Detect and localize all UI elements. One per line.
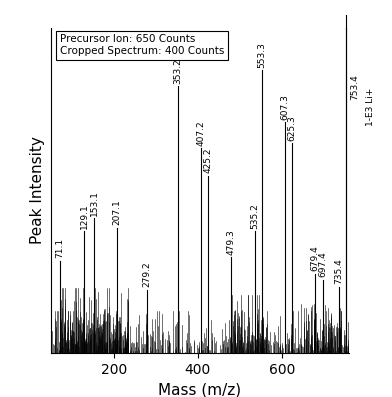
Text: 679.4: 679.4 (310, 245, 319, 271)
Text: 697.4: 697.4 (318, 252, 327, 278)
Text: 207.1: 207.1 (113, 200, 122, 225)
Text: 535.2: 535.2 (250, 203, 259, 229)
Text: 129.1: 129.1 (80, 203, 89, 229)
Text: 279.2: 279.2 (143, 262, 152, 287)
Text: 1-E3 Li+: 1-E3 Li+ (366, 88, 375, 126)
Text: 735.4: 735.4 (334, 258, 343, 284)
Text: 607.3: 607.3 (280, 94, 289, 119)
Text: 407.2: 407.2 (196, 120, 205, 146)
Text: 625.3: 625.3 (288, 115, 297, 141)
Text: 479.3: 479.3 (227, 229, 236, 255)
Text: 553.3: 553.3 (258, 42, 267, 67)
Y-axis label: Peak Intensity: Peak Intensity (31, 137, 45, 245)
X-axis label: Mass (m/z): Mass (m/z) (158, 383, 241, 397)
Text: 425.2: 425.2 (204, 148, 213, 173)
Text: 71.1: 71.1 (55, 238, 64, 258)
Text: 753.4: 753.4 (350, 75, 359, 100)
Text: Precursor Ion: 650 Counts
Cropped Spectrum: 400 Counts: Precursor Ion: 650 Counts Cropped Spectr… (60, 34, 224, 56)
Text: 153.1: 153.1 (90, 190, 99, 216)
Text: 353.2: 353.2 (174, 58, 183, 84)
